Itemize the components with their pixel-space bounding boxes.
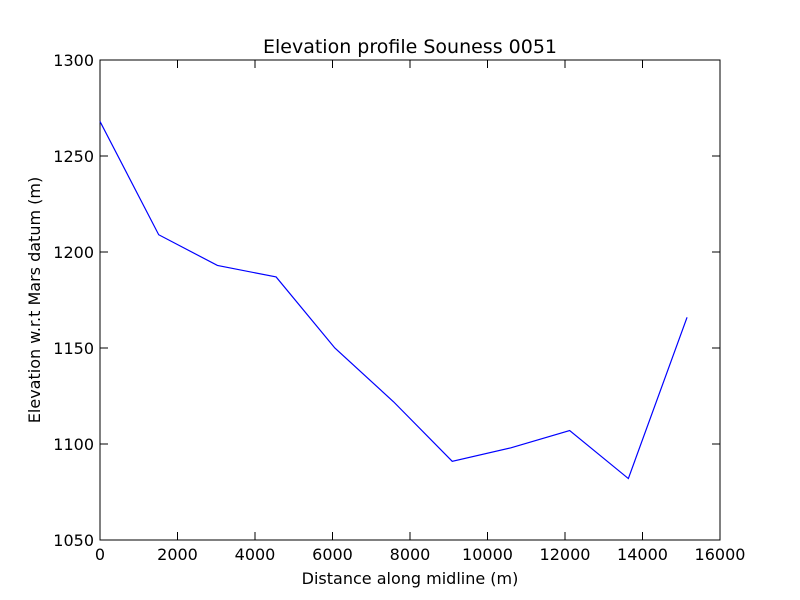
x-tick-label: 0	[95, 545, 105, 564]
plot-area	[99, 59, 721, 541]
chart-title: Elevation profile Souness 0051	[263, 36, 557, 58]
y-tick-label: 1150	[53, 339, 94, 358]
y-tick-label: 1050	[53, 531, 94, 550]
elevation-series-line	[99, 121, 688, 480]
x-tick-label: 4000	[235, 545, 276, 564]
y-axis-ticks: 1050 1100 1150 1200 1250 1300	[53, 51, 720, 550]
y-tick-label: 1250	[53, 147, 94, 166]
x-tick-label: 10000	[462, 545, 513, 564]
x-tick-label: 12000	[540, 545, 591, 564]
x-axis-label: Distance along midline (m)	[302, 569, 519, 588]
y-tick-label: 1200	[53, 243, 94, 262]
plot-frame	[99, 59, 721, 541]
x-axis-ticks: 0 2000 4000 6000 8000 10000 12000 14000 16000	[95, 60, 746, 564]
x-tick-label: 14000	[617, 545, 668, 564]
x-tick-label: 6000	[312, 545, 353, 564]
series-layer	[99, 121, 688, 480]
y-tick-label: 1100	[53, 435, 94, 454]
y-axis-label: Elevation w.r.t Mars datum (m)	[25, 177, 44, 423]
x-tick-label: 8000	[390, 545, 431, 564]
x-tick-label: 16000	[695, 545, 746, 564]
x-tick-label: 2000	[157, 545, 198, 564]
y-tick-label: 1300	[53, 51, 94, 70]
